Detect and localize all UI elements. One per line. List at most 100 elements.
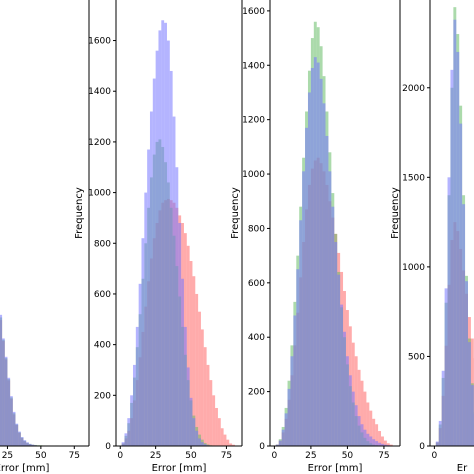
- y-axis-label: Frequency: [230, 187, 241, 239]
- histogram-bar: [223, 434, 227, 446]
- series-3: [0, 314, 45, 446]
- y-tick-label: 1000: [242, 170, 265, 180]
- y-axis-label: Frequency: [390, 187, 401, 239]
- histogram-bar: [192, 276, 196, 446]
- histogram-bar: [275, 444, 279, 446]
- x-tick-label: 0: [117, 451, 123, 461]
- histogram-bar: [381, 436, 384, 446]
- histogram-bar: [195, 293, 199, 446]
- x-axis-label: Error [mm]: [0, 463, 50, 474]
- histogram-bar: [175, 167, 179, 446]
- histogram-bar: [121, 442, 125, 446]
- histogram-bar: [378, 442, 382, 446]
- histogram-bar: [147, 149, 150, 446]
- histogram-bar: [138, 283, 142, 446]
- histogram-bar: [209, 380, 213, 446]
- histogram-bar: [357, 369, 361, 446]
- histogram-bar: [215, 407, 218, 446]
- histogram-bar: [322, 103, 326, 446]
- histogram-bar: [186, 367, 190, 446]
- x-tick-label: 75: [378, 451, 389, 461]
- histogram-bar: [331, 206, 335, 446]
- histogram-bar: [172, 116, 176, 446]
- histogram-bar: [166, 40, 170, 446]
- histogram-bar: [345, 356, 349, 446]
- histogram-bar: [357, 416, 361, 446]
- histogram-bar: [307, 92, 311, 446]
- y-tick-label: 400: [248, 333, 265, 343]
- histogram-bar: [447, 177, 451, 446]
- histogram-bar: [462, 204, 466, 446]
- x-axis-label: Error [mm]: [152, 463, 207, 474]
- histogram-bar: [354, 356, 358, 446]
- histogram-bar: [31, 444, 35, 446]
- histogram-bar: [444, 288, 448, 446]
- histogram-bar: [456, 51, 460, 446]
- histogram-bar: [284, 413, 288, 446]
- y-axis-label: Frequency: [74, 187, 85, 239]
- histogram-bar: [372, 418, 376, 446]
- histogram-bar: [10, 396, 13, 446]
- histogram-bar: [348, 375, 352, 446]
- histogram-bar: [467, 342, 471, 446]
- y-tick-label: 800: [94, 239, 111, 249]
- histogram-bar: [343, 331, 346, 446]
- y-tick-label: 0: [419, 442, 425, 452]
- histogram-bar: [465, 281, 468, 446]
- y-tick-label: 1600: [88, 37, 111, 47]
- histogram-bar: [281, 429, 285, 446]
- histogram-bar: [302, 171, 306, 446]
- histogram-bar: [189, 397, 193, 446]
- y-tick-label: 1400: [88, 87, 111, 97]
- histogram-bar: [441, 370, 445, 446]
- series-3: [275, 57, 393, 446]
- y-tick-label: 200: [248, 388, 265, 398]
- histogram-bar: [135, 326, 139, 446]
- histogram-bar: [155, 50, 159, 446]
- histogram-bar: [340, 304, 344, 446]
- panel-4-bars: [435, 7, 474, 446]
- histogram-bar: [198, 438, 201, 446]
- histogram-bar: [212, 395, 216, 446]
- y-tick-label: 2000: [402, 84, 425, 94]
- y-tick-label: 1600: [242, 7, 265, 17]
- x-axis-label: Er: [457, 463, 468, 474]
- y-tick-label: 800: [248, 224, 265, 234]
- histogram-bar: [28, 443, 32, 446]
- histogram-bar: [15, 423, 19, 446]
- histogram-bar: [383, 444, 387, 446]
- histogram-bar: [305, 127, 308, 446]
- y-tick-label: 600: [248, 279, 265, 289]
- histogram-bar: [195, 430, 199, 446]
- panel-4: 00 500 1000 1500 2000 Er Frequency: [390, 0, 474, 474]
- x-tick-label: 25: [2, 451, 13, 461]
- histogram-bar: [158, 30, 162, 446]
- x-tick-label: 25: [150, 451, 161, 461]
- histogram-bar: [181, 278, 184, 446]
- y-tick-label: 400: [94, 341, 111, 351]
- histogram-bar: [161, 20, 165, 446]
- y-tick-label: 1000: [402, 263, 425, 273]
- histogram-bar: [435, 441, 439, 446]
- x-tick-label: 50: [342, 451, 354, 461]
- histogram-bar: [229, 443, 233, 446]
- histogram-bar: [334, 242, 338, 446]
- histogram-bar: [310, 67, 314, 446]
- histogram-bar: [200, 442, 204, 446]
- panel-3-bars: [275, 21, 393, 446]
- series-3: [121, 20, 213, 446]
- histogram-bar: [337, 274, 341, 446]
- y-tick-label: 0: [105, 442, 111, 452]
- histogram-bar: [369, 410, 373, 446]
- histogram-bar: [299, 220, 303, 446]
- histogram-bar: [12, 411, 16, 446]
- histogram-bar: [354, 405, 358, 446]
- x-tick-label: 25: [305, 451, 316, 461]
- histogram-bar: [178, 223, 182, 446]
- histogram-bar: [189, 261, 193, 446]
- panel-3: 0 25 50 75 0 200 400 600 800 1000 1200 1400 1600 Erro…: [230, 0, 401, 474]
- histogram-bar: [141, 238, 145, 446]
- histogram-bar: [366, 433, 370, 446]
- x-tick-label: 50: [185, 451, 197, 461]
- panel-2-bars: [121, 20, 235, 446]
